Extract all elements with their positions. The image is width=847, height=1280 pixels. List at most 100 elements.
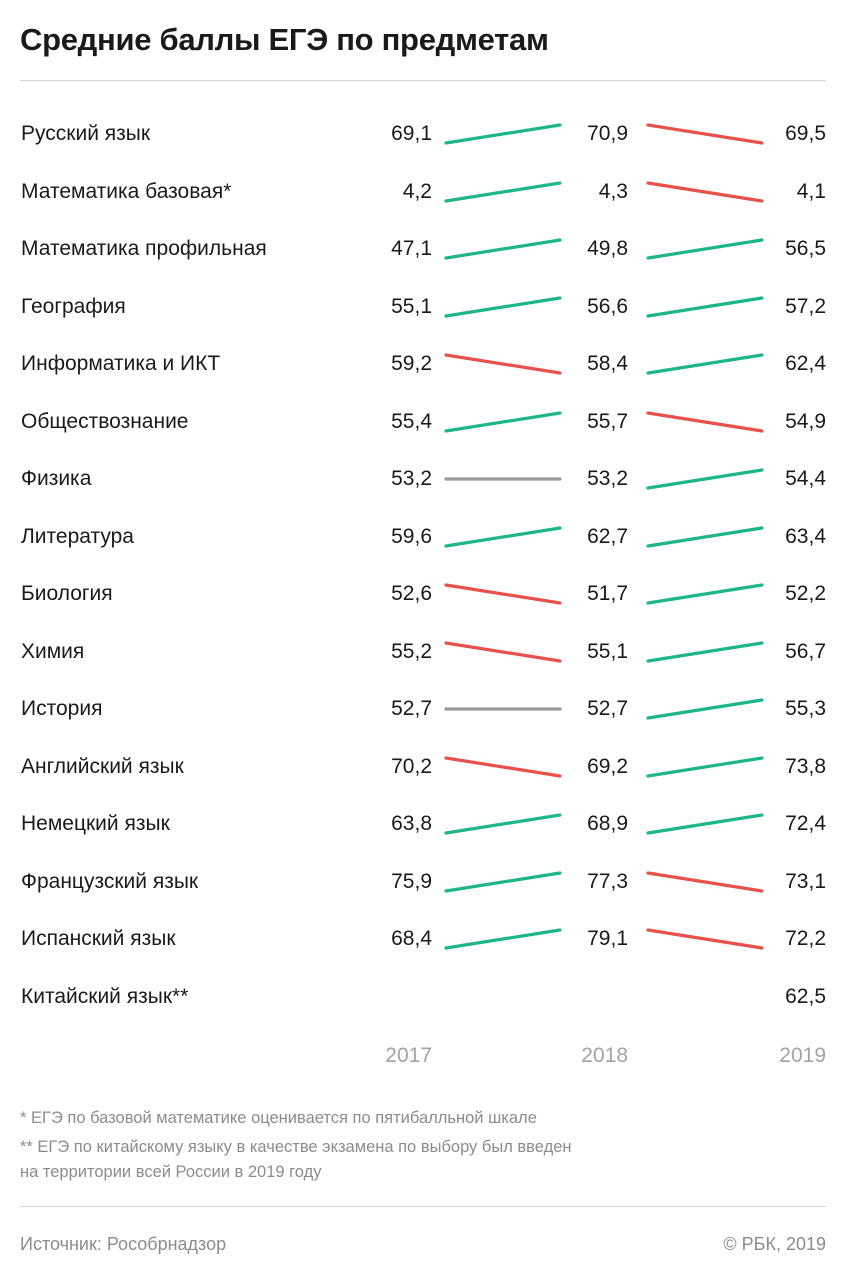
subject-label: География [21,294,126,318]
value-label-2017: 55,2 [391,639,432,663]
slope-line [646,238,764,260]
table-row: Английский язык 70,2 69,2 73,8 [0,747,847,787]
value-label-2017: 59,2 [391,352,432,375]
slope-2017-2018 [444,707,562,711]
value-label-2019: 4,1 [796,179,826,203]
slope-line [646,755,764,778]
value-label-2018: 70,9 [587,122,628,145]
value-label-2019: 72,4 [785,812,826,835]
value-label-2018: 53,2 [587,467,628,490]
slope-line [444,180,562,203]
slope-line [646,353,764,375]
slope-line [444,755,562,778]
value-label-2018: 51,7 [587,582,628,605]
slope-2017-2018 [444,928,562,950]
value-label-2019: 62,4 [785,352,826,375]
value-label-2017: 47,1 [391,237,432,260]
slope-2018-2019 [646,295,764,318]
table-row: Испанский язык 68,4 79,1 72,2 [0,919,847,959]
bottom-divider [20,1206,826,1207]
value-label-2019: 56,5 [785,237,826,260]
subject-label: Обществознание [21,409,189,433]
value-label-2019: 73,1 [785,869,826,893]
value-label-2019: 54,4 [785,467,826,490]
value-label-2017: 55,1 [391,294,432,318]
table-row: Китайский язык** 62,5 [0,977,847,1017]
value-label-2019: 55,3 [785,697,826,720]
slope-2017-2018 [444,123,562,145]
slope-2018-2019 [646,353,764,375]
subject-label: Математика базовая* [21,179,232,203]
subject-label: Физика [21,467,92,490]
slope-line [646,180,764,203]
slope-line [444,295,562,318]
table-row: История 52,7 52,7 55,3 [0,689,847,729]
slope-line [444,640,562,663]
subject-label: Биология [21,582,113,605]
slope-2017-2018 [444,640,562,663]
slope-2017-2018 [444,525,562,548]
slope-line [646,410,764,433]
value-label-2018: 69,2 [587,754,628,778]
chart-body: Русский язык 69,1 70,9 69,5 Математика базов… [0,122,847,1017]
table-row: Немецкий язык 63,8 68,9 72,4 [0,804,847,844]
slope-2018-2019 [646,698,764,720]
slope-2018-2019 [646,813,764,835]
slope-2018-2019 [646,755,764,778]
slope-line [444,123,562,145]
slope-2017-2018 [444,410,562,433]
slope-line [444,583,562,605]
slope-2018-2019 [646,180,764,203]
value-label-2019: 69,5 [785,122,826,145]
slope-line [444,525,562,548]
value-label-2019: 72,2 [785,927,826,950]
value-label-2019: 62,5 [785,984,826,1008]
value-label-2018: 56,6 [587,294,628,318]
value-label-2018: 55,1 [587,639,628,663]
slope-line [646,640,764,663]
table-row: Французский язык 75,9 77,3 73,1 [0,862,847,902]
subject-label: Литература [21,524,134,548]
subject-label: Математика профильная [21,237,267,260]
value-label-2018: 58,4 [587,352,628,375]
subject-label: Французский язык [21,869,199,893]
value-label-2018: 55,7 [587,409,628,433]
x-tick-2019: 2019 [779,1044,826,1067]
value-label-2018: 77,3 [587,869,628,893]
slope-line [646,928,764,950]
value-label-2019: 57,2 [785,294,826,318]
footnote-2: ** ЕГЭ по китайскому языку в качестве эк… [20,1138,572,1181]
subject-label: Химия [21,639,85,663]
slope-line [646,870,764,893]
footer: Источник: Рособрнадзор © РБК, 2019 [20,1234,826,1258]
slope-2017-2018 [444,477,562,481]
slope-2017-2018 [444,755,562,778]
slope-2018-2019 [646,870,764,893]
slope-line [444,813,562,835]
slope-2017-2018 [444,583,562,605]
slope-2018-2019 [646,525,764,548]
x-tick-2018: 2018 [581,1044,628,1067]
table-row: Обществознание 55,4 55,7 54,9 [0,402,847,442]
value-label-2018: 68,9 [587,812,628,835]
slope-line [646,813,764,835]
slope-2018-2019 [646,583,764,605]
subject-label: Информатика и ИКТ [21,352,221,375]
top-divider [20,80,826,81]
slope-line [444,238,562,260]
value-label-2017: 59,6 [391,524,432,548]
table-row: География 55,1 56,6 57,2 [0,287,847,327]
subject-label: Английский язык [21,754,184,778]
table-row: Литература 59,6 62,7 63,4 [0,517,847,557]
table-row: Биология 52,6 51,7 52,2 [0,574,847,614]
slope-2018-2019 [646,468,764,490]
table-row: Физика 53,2 53,2 54,4 [0,459,847,499]
slope-2018-2019 [646,640,764,663]
subject-label: Китайский язык** [21,984,189,1008]
table-row: Математика профильная 47,1 49,8 56,5 [0,229,847,269]
slope-line [646,468,764,490]
subject-label: Русский язык [21,122,151,145]
slope-2018-2019 [646,410,764,433]
slope-line [444,353,562,375]
table-row: Математика базовая* 4,2 4,3 4,1 [0,172,847,212]
